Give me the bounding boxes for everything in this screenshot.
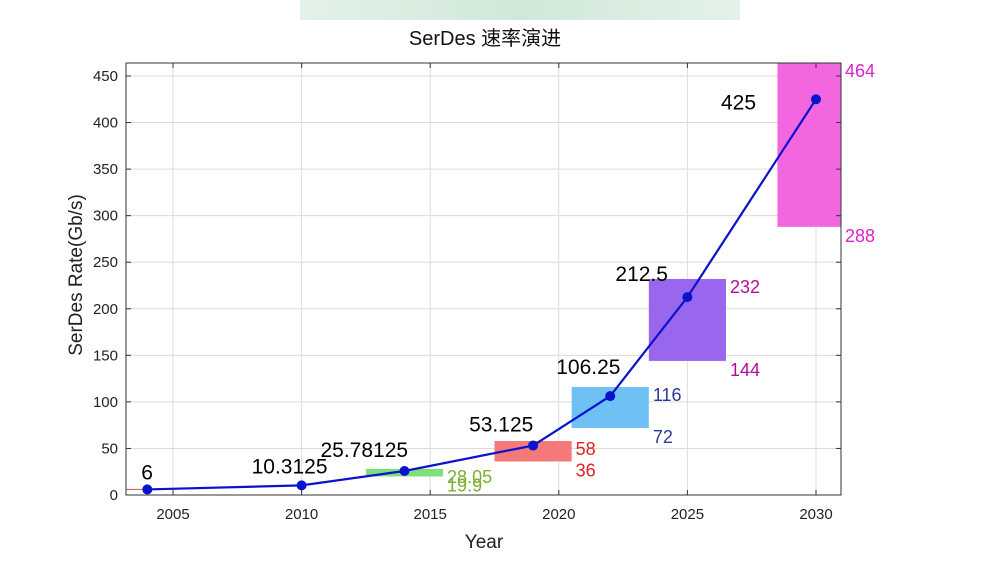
y-tick-label: 300 bbox=[93, 208, 118, 225]
x-axis-label: Year bbox=[465, 532, 504, 553]
data-point bbox=[528, 440, 539, 451]
range-low-label: 36 bbox=[576, 460, 596, 480]
y-axis-label: SerDes Rate(Gb/s) bbox=[66, 194, 87, 356]
range-low-label: 72 bbox=[653, 427, 673, 447]
x-tick-label: 2030 bbox=[799, 506, 832, 523]
data-value-label: 106.25 bbox=[556, 356, 620, 379]
x-tick-label: 2015 bbox=[414, 506, 447, 523]
range-low-label: 288 bbox=[845, 226, 875, 246]
data-point bbox=[811, 94, 821, 105]
range-low-label: 19.9 bbox=[447, 475, 482, 495]
y-tick-label: 0 bbox=[110, 487, 118, 504]
data-point bbox=[296, 480, 307, 491]
data-point bbox=[605, 391, 616, 402]
y-tick-label: 450 bbox=[93, 68, 118, 85]
y-tick-label: 150 bbox=[93, 347, 118, 364]
range-high-label: 232 bbox=[730, 277, 760, 297]
range-boxes bbox=[365, 62, 841, 477]
data-value-label: 25.78125 bbox=[320, 439, 408, 462]
range-low-label: 144 bbox=[730, 360, 760, 380]
x-tick-label: 2010 bbox=[285, 506, 318, 523]
data-value-label: 53.125 bbox=[469, 414, 533, 437]
data-value-label: 10.3125 bbox=[252, 455, 328, 478]
top-decorative-band bbox=[300, 0, 740, 20]
series-group bbox=[142, 94, 821, 495]
y-tick-label: 250 bbox=[93, 254, 118, 271]
data-value-label: 212.5 bbox=[615, 263, 668, 286]
y-tick-label: 350 bbox=[93, 161, 118, 178]
range-box bbox=[777, 62, 841, 227]
range-high-label: 58 bbox=[576, 439, 596, 459]
range-high-label: 28.05 bbox=[447, 467, 492, 487]
plot-frame bbox=[125, 62, 842, 496]
range-high-label: 464 bbox=[845, 61, 875, 81]
y-tick-label: 200 bbox=[93, 301, 118, 318]
tick-labels: 2005 2010 2015 2020 2025 2030 0 50 100 150 200 250 3… bbox=[93, 63, 841, 523]
chart-title: SerDes 速率演进 bbox=[409, 27, 561, 50]
data-point bbox=[399, 465, 410, 476]
x-tick-label: 2020 bbox=[542, 506, 575, 523]
data-value-label: 6 bbox=[141, 461, 153, 484]
range-box bbox=[494, 440, 572, 462]
range-high-label: 116 bbox=[653, 385, 682, 405]
y-tick-label: 100 bbox=[93, 394, 118, 411]
x-tick-label: 2005 bbox=[156, 506, 189, 523]
data-point bbox=[682, 292, 693, 303]
data-value-label: 425 bbox=[721, 91, 756, 114]
x-tick-label: 2025 bbox=[671, 506, 704, 523]
data-point bbox=[142, 484, 153, 495]
range-box bbox=[648, 278, 726, 361]
y-tick-label: 50 bbox=[101, 440, 118, 457]
y-tick-label: 400 bbox=[93, 115, 118, 132]
